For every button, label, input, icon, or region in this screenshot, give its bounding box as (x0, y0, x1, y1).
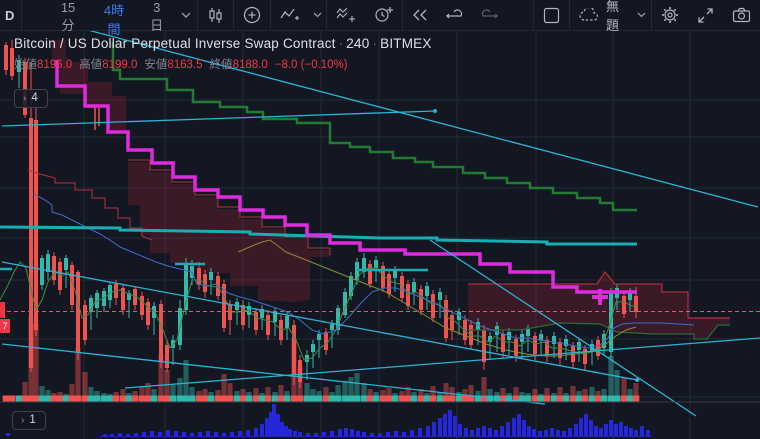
bottom-pane-count: 1 (29, 414, 36, 426)
camera-snapshot-icon[interactable] (723, 0, 760, 30)
cloud-save-icon[interactable] (570, 0, 602, 30)
indicators-icon[interactable] (271, 0, 309, 30)
toolbar-separator (651, 0, 652, 30)
interval-15m-button[interactable]: 15分 (46, 0, 89, 33)
redo-icon[interactable] (472, 0, 507, 30)
chevron-right-icon: › (23, 92, 27, 104)
interval-4h-button[interactable]: 4時間 (90, 0, 139, 37)
symbol-button[interactable]: D (5, 7, 15, 23)
layout-chevron-down-icon[interactable] (632, 0, 651, 30)
indicators-collapsed-chip[interactable]: › 4 (14, 89, 48, 108)
indicators-chevron-down-icon[interactable] (309, 0, 326, 30)
bottom-pane-collapsed-chip[interactable]: › 1 (12, 411, 46, 430)
bar-replay-icon[interactable] (403, 0, 437, 30)
toolbar-separator (197, 0, 199, 30)
alert-add-icon[interactable] (365, 0, 402, 30)
toolbar-separator (21, 0, 23, 30)
interval-3d-button[interactable]: 3日 (138, 0, 175, 33)
undo-icon[interactable] (437, 0, 472, 30)
compare-add-icon[interactable] (234, 0, 270, 30)
interval-chevron-down-icon[interactable] (175, 0, 197, 30)
settings-gear-icon[interactable] (652, 0, 688, 30)
indicator-templates-icon[interactable] (327, 0, 365, 30)
toolbar-separator (233, 0, 235, 30)
fullscreen-icon[interactable] (688, 0, 723, 30)
price-tag-partial (0, 302, 5, 318)
layout-icon[interactable] (534, 0, 569, 30)
chart-type-candles-icon[interactable] (198, 0, 233, 30)
indicators-count: 4 (31, 92, 38, 104)
toolbar-separator (569, 0, 571, 30)
toolbar-separator (402, 0, 404, 30)
toolbar-separator (533, 0, 535, 30)
layout-name-label[interactable]: 無題 (606, 0, 620, 33)
top-toolbar: D 15分 4時間 3日 (0, 0, 760, 37)
toolbar-separator (270, 0, 272, 30)
toolbar-separator (326, 0, 328, 30)
price-tag-7: 7 (0, 319, 10, 333)
chevron-right-icon: › (21, 414, 25, 426)
